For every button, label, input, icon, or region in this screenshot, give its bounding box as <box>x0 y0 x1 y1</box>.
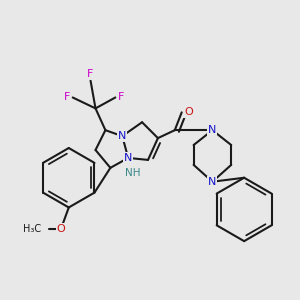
Text: NH: NH <box>125 168 141 178</box>
Text: O: O <box>56 224 65 234</box>
Text: O: O <box>184 107 193 117</box>
Text: F: F <box>64 92 70 103</box>
Text: N: N <box>208 125 217 135</box>
Text: F: F <box>118 92 124 103</box>
Text: N: N <box>118 131 126 141</box>
Text: H₃C: H₃C <box>23 224 41 234</box>
Text: N: N <box>124 153 132 163</box>
Text: F: F <box>87 69 94 79</box>
Text: N: N <box>208 177 217 187</box>
